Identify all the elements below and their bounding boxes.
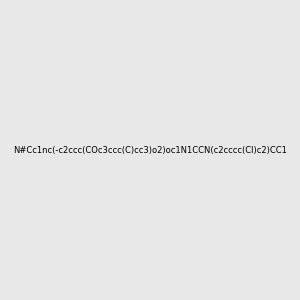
Text: N#Cc1nc(-c2ccc(COc3ccc(C)cc3)o2)oc1N1CCN(c2cccc(Cl)c2)CC1: N#Cc1nc(-c2ccc(COc3ccc(C)cc3)o2)oc1N1CCN… [13, 146, 287, 154]
